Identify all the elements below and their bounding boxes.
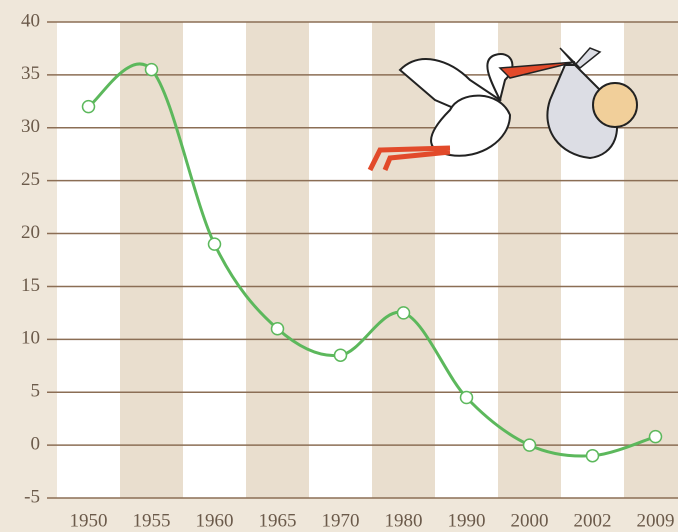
y-tick-label: 25 — [21, 169, 40, 190]
x-tick-label: 1960 — [196, 510, 234, 531]
x-tick-label: 2002 — [574, 510, 612, 531]
band — [498, 22, 561, 498]
x-tick-label: 1955 — [133, 510, 171, 531]
x-tick-label: 1965 — [259, 510, 297, 531]
band — [309, 22, 372, 498]
band — [372, 22, 435, 498]
y-tick-label: 0 — [31, 433, 41, 454]
point — [585, 448, 600, 463]
point — [459, 390, 474, 405]
band — [120, 22, 183, 498]
y-tick-label: 35 — [21, 63, 40, 84]
y-tick-label: 5 — [31, 381, 41, 402]
plot: 1950 1955 1960 1965 1970 1980 1990 2000 2002 2009 — [70, 62, 675, 531]
stork-illustration — [367, 47, 638, 172]
y-tick-label: 15 — [21, 275, 40, 296]
point — [144, 62, 159, 77]
grid: -5 0 5 10 15 20 25 30 35 40 — [21, 10, 678, 507]
point — [207, 237, 222, 251]
bands — [57, 22, 678, 498]
point — [270, 322, 285, 336]
band — [57, 22, 120, 498]
y-tick-label: 10 — [21, 328, 40, 349]
x-tick-label: 1980 — [385, 510, 423, 531]
point — [648, 429, 663, 444]
x-tick-label: 1990 — [448, 510, 486, 531]
y-tick-label: 20 — [21, 222, 40, 243]
point — [333, 348, 348, 362]
y-tick-label: -5 — [24, 486, 40, 507]
line — [87, 62, 656, 458]
x-tick-label: 1970 — [322, 510, 360, 531]
band — [246, 22, 309, 498]
x-tick-label: 2009 — [637, 510, 675, 531]
point — [81, 99, 96, 114]
band — [183, 22, 246, 498]
point — [522, 438, 537, 452]
point — [396, 306, 411, 320]
x-tick-label: 1950 — [70, 510, 108, 531]
y-tick-label: 30 — [21, 116, 40, 137]
y-tick-label: 40 — [21, 10, 40, 31]
x-tick-label: 2000 — [511, 510, 549, 531]
